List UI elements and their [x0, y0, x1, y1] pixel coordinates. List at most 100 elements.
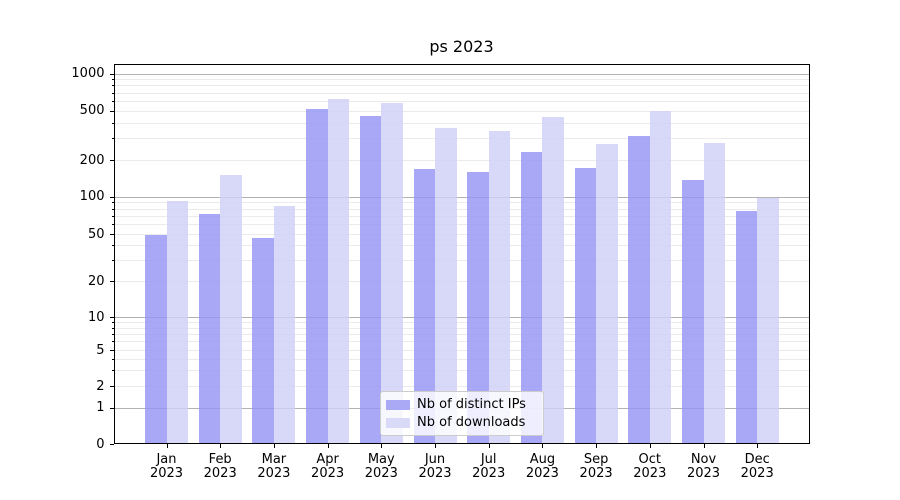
x-tick-label-aug: Aug 2023 [515, 453, 569, 481]
legend-entry-downloads: Nb of downloads [386, 414, 535, 430]
x-tick-label-jul: Jul 2023 [462, 453, 516, 481]
y-tick-mark [109, 73, 114, 75]
x-tick-year: 2023 [364, 466, 398, 481]
minor-gridline [113, 122, 810, 124]
major-gridline [113, 196, 810, 198]
chart-title: ps 2023 [429, 37, 494, 56]
y-minor-tick-mark [111, 79, 114, 81]
minor-gridline [113, 202, 810, 204]
minor-gridline [113, 358, 810, 360]
y-tick-label: 200 [79, 152, 105, 168]
bar-nb-of-distinct-ips-dec [735, 211, 758, 444]
y-minor-tick-mark [111, 245, 114, 247]
y-minor-tick-mark [111, 370, 114, 372]
y-tick-label: 100 [79, 189, 105, 204]
minor-gridline [113, 208, 810, 210]
x-tick-mark [166, 444, 168, 448]
minor-gridline [113, 322, 810, 323]
minor-gridline [113, 281, 810, 282]
x-tick-label-mar: Mar 2023 [247, 453, 301, 481]
bar-nb-of-distinct-ips-sep [574, 168, 597, 444]
y-tick-mark [109, 160, 114, 161]
legend: Nb of distinct IPs Nb of downloads [380, 391, 544, 436]
bar-nb-of-downloads-aug [542, 117, 564, 444]
bar-nb-of-distinct-ips-apr [306, 109, 328, 444]
y-tick-label: 5 [96, 342, 105, 358]
x-tick-year: 2023 [149, 466, 184, 481]
y-tick-label: 50 [87, 226, 105, 242]
minor-gridline [113, 160, 810, 161]
x-tick-label-apr: Apr 2023 [301, 453, 355, 481]
minor-gridline [113, 234, 810, 235]
y-minor-tick-mark [111, 122, 114, 124]
x-tick-mark [488, 444, 490, 448]
x-tick-year: 2023 [579, 466, 613, 481]
x-tick-mark [327, 444, 329, 448]
x-tick-mark [757, 444, 759, 448]
y-minor-tick-mark [111, 224, 114, 226]
x-tick-label-nov: Nov 2023 [677, 453, 731, 481]
y-tick-label: 500 [79, 103, 105, 118]
x-tick-mark [273, 444, 275, 448]
x-tick-year: 2023 [633, 466, 667, 481]
minor-gridline [113, 334, 810, 335]
y-tick-label: 10 [87, 309, 105, 325]
major-gridline [113, 317, 810, 318]
x-tick-mark [435, 444, 436, 448]
y-minor-tick-mark [111, 327, 114, 329]
x-tick-year: 2023 [525, 466, 559, 481]
legend-entry-distinct-ips: Nb of distinct IPs [386, 396, 535, 412]
bar-nb-of-downloads-mar [273, 205, 296, 444]
minor-gridline [113, 245, 810, 247]
bar-nb-of-downloads-feb [220, 175, 242, 444]
y-minor-tick-mark [111, 208, 114, 210]
minor-gridline [113, 341, 810, 343]
y-tick-mark [109, 444, 114, 445]
y-minor-tick-mark [111, 100, 114, 102]
legend-swatch-distinct-ips [386, 399, 410, 410]
x-tick-label-sep: Sep 2023 [569, 453, 623, 481]
y-tick-mark [109, 317, 114, 318]
x-tick-mark [381, 444, 383, 448]
y-minor-tick-mark [111, 322, 114, 323]
x-tick-label-oct: Oct 2023 [623, 453, 677, 481]
x-tick-year: 2023 [203, 466, 237, 481]
plot-area [113, 64, 810, 444]
legend-swatch-downloads [386, 417, 410, 428]
x-tick-label-may: May 2023 [354, 453, 408, 481]
x-tick-mark [703, 444, 705, 448]
y-tick-label: 2 [96, 378, 105, 394]
minor-gridline [113, 138, 810, 140]
y-tick-mark [109, 234, 114, 235]
legend-label-downloads: Nb of downloads [417, 414, 526, 430]
y-minor-tick-mark [111, 260, 114, 262]
x-tick-mark [542, 444, 544, 448]
y-minor-tick-mark [111, 92, 114, 94]
bar-nb-of-downloads-oct [649, 110, 672, 444]
legend-label-distinct-ips: Nb of distinct IPs [417, 396, 526, 412]
x-tick-mark [649, 444, 651, 448]
x-tick-year: 2023 [740, 466, 774, 481]
x-tick-label-dec: Dec 2023 [730, 453, 784, 481]
x-tick-year: 2023 [311, 466, 345, 481]
y-tick-mark [109, 350, 114, 351]
bar-nb-of-distinct-ips-may [359, 115, 382, 444]
y-minor-tick-mark [111, 85, 114, 87]
y-tick-mark [109, 110, 114, 112]
y-minor-tick-mark [111, 334, 114, 335]
x-tick-year: 2023 [257, 466, 291, 481]
x-tick-year: 2023 [418, 466, 452, 481]
y-tick-label: 0 [96, 436, 105, 452]
bar-nb-of-distinct-ips-feb [198, 214, 221, 444]
y-minor-tick-mark [111, 358, 114, 360]
x-tick-year: 2023 [686, 466, 721, 481]
minor-gridline [113, 215, 810, 217]
major-gridline [113, 73, 810, 75]
y-tick-label: 20 [87, 273, 105, 289]
y-minor-tick-mark [111, 202, 114, 204]
x-tick-label-jun: Jun 2023 [408, 453, 462, 481]
y-tick-mark [109, 407, 114, 409]
y-tick-mark [109, 281, 114, 282]
y-minor-tick-mark [111, 215, 114, 217]
x-tick-label-feb: Feb 2023 [193, 453, 247, 481]
